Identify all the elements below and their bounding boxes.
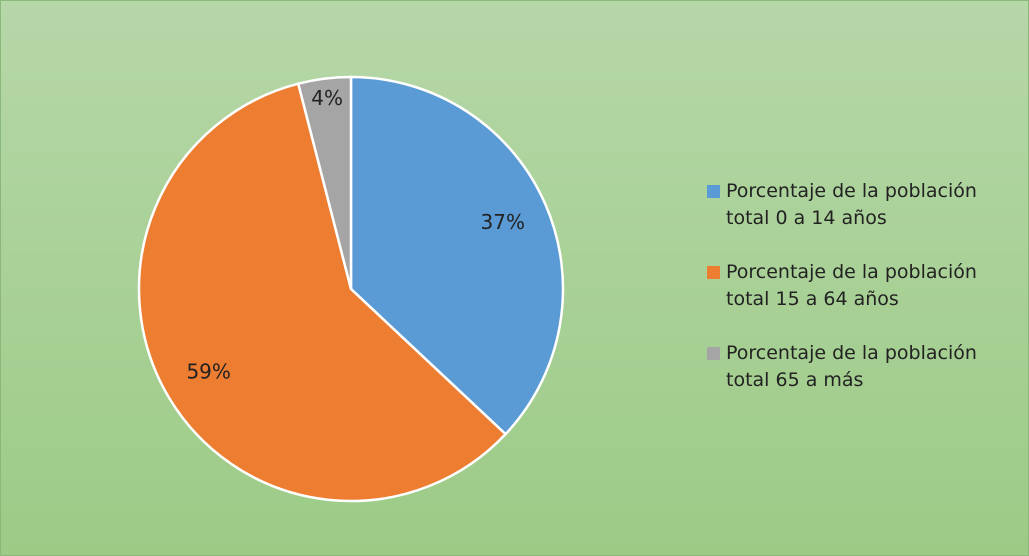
legend-item: Porcentaje de la población total 0 a 14 … <box>707 178 1017 232</box>
pie-slice <box>137 82 508 503</box>
data-label: 37% <box>481 210 525 234</box>
data-label: 4% <box>311 86 343 110</box>
legend-item: Porcentaje de la población total 15 a 64… <box>707 259 1017 313</box>
data-label: 59% <box>186 360 230 384</box>
legend-swatch <box>707 347 720 360</box>
legend-label: Porcentaje de la población total 15 a 64… <box>726 261 977 310</box>
pie-slice <box>349 75 565 436</box>
legend-label: Porcentaje de la población total 65 a má… <box>726 342 977 391</box>
legend-label: Porcentaje de la población total 0 a 14 … <box>726 180 977 229</box>
legend-swatch <box>707 266 720 279</box>
pie-slice <box>296 75 353 290</box>
legend-item: Porcentaje de la población total 65 a má… <box>707 340 1017 394</box>
legend-swatch <box>707 185 720 198</box>
